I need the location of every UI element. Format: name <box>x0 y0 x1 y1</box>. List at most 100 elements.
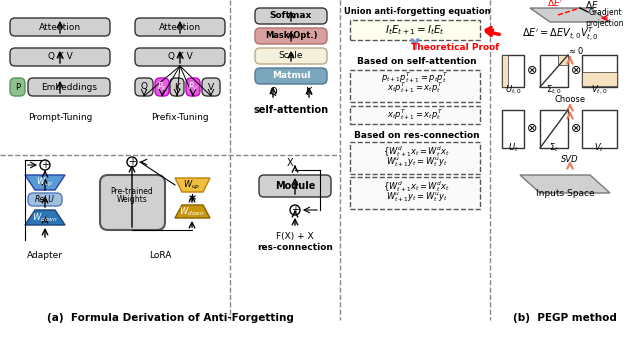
FancyBboxPatch shape <box>135 18 225 36</box>
FancyBboxPatch shape <box>100 175 165 230</box>
Text: Attention: Attention <box>159 23 201 31</box>
Polygon shape <box>175 178 210 192</box>
Text: Gradient
projection: Gradient projection <box>586 8 624 28</box>
Text: $\Sigma_{t,0}$: $\Sigma_{t,0}$ <box>546 84 562 96</box>
Text: res-connection: res-connection <box>257 242 333 251</box>
FancyBboxPatch shape <box>135 48 225 66</box>
Text: $\{ W_{t+1}^d x_t = W_t^d x_t$: $\{ W_{t+1}^d x_t = W_t^d x_t$ <box>383 145 451 160</box>
FancyBboxPatch shape <box>255 68 327 84</box>
Text: $\otimes$: $\otimes$ <box>570 121 582 135</box>
Bar <box>350 20 480 40</box>
Text: Mask(Opt.): Mask(Opt.) <box>265 31 317 41</box>
Text: $P_V$: $P_V$ <box>188 81 198 93</box>
Text: V: V <box>208 82 214 92</box>
FancyBboxPatch shape <box>259 175 331 197</box>
Text: Based on self-attention: Based on self-attention <box>357 57 477 67</box>
Text: F(X) + X: F(X) + X <box>276 233 314 241</box>
Text: Q K V: Q K V <box>168 52 193 62</box>
Text: Based on res-connection: Based on res-connection <box>354 130 480 140</box>
Bar <box>350 106 480 124</box>
Bar <box>582 55 617 87</box>
Text: Pre-trained: Pre-trained <box>111 188 154 196</box>
Text: X: X <box>287 158 293 168</box>
Text: Q: Q <box>141 82 147 92</box>
Text: Softmax: Softmax <box>270 11 312 21</box>
Circle shape <box>40 160 50 170</box>
Polygon shape <box>25 210 65 225</box>
Text: $\Sigma_t$: $\Sigma_t$ <box>549 142 559 154</box>
Text: $W_{down}$: $W_{down}$ <box>32 211 58 224</box>
Text: (b)  PEGP method: (b) PEGP method <box>513 313 617 323</box>
Text: +: + <box>128 157 136 167</box>
Circle shape <box>127 157 137 167</box>
Bar <box>582 110 617 148</box>
Text: Q K V: Q K V <box>47 52 72 62</box>
Polygon shape <box>175 205 210 218</box>
Text: Embeddings: Embeddings <box>41 82 97 92</box>
Text: Prompt-Tuning: Prompt-Tuning <box>28 114 92 122</box>
Polygon shape <box>520 175 610 193</box>
Text: $\otimes$: $\otimes$ <box>570 64 582 76</box>
FancyBboxPatch shape <box>10 48 110 66</box>
Bar <box>502 55 508 87</box>
Text: $\approx 0$: $\approx 0$ <box>566 45 584 55</box>
Bar <box>540 110 568 148</box>
Text: $\Delta E' = \Delta E V_{t,0} V_{t,0}^T$: $\Delta E' = \Delta E V_{t,0} V_{t,0}^T$ <box>522 26 598 44</box>
Polygon shape <box>530 8 610 22</box>
FancyBboxPatch shape <box>255 8 327 24</box>
FancyBboxPatch shape <box>186 78 200 96</box>
Text: SVD: SVD <box>561 155 579 165</box>
Text: $V_t$: $V_t$ <box>594 142 604 154</box>
Text: LoRA: LoRA <box>149 250 171 260</box>
Text: K: K <box>174 82 180 92</box>
Text: $x_t p_{t+1}^T = x_t p_t^T$: $x_t p_{t+1}^T = x_t p_t^T$ <box>387 107 443 122</box>
Text: Q: Q <box>269 87 277 97</box>
Text: $W_{t+1}^u y_t = W_t^u y_t$: $W_{t+1}^u y_t = W_t^u y_t$ <box>386 155 448 169</box>
Text: $W_{up}$: $W_{up}$ <box>36 175 54 189</box>
Text: $x_t p_{t+1}^T = x_t p_t^T$: $x_t p_{t+1}^T = x_t p_t^T$ <box>387 80 443 95</box>
Text: P: P <box>15 82 20 92</box>
Text: self-attention: self-attention <box>253 105 328 115</box>
FancyBboxPatch shape <box>10 78 25 96</box>
Bar <box>350 142 480 174</box>
Bar <box>350 177 480 209</box>
Bar <box>502 110 524 148</box>
FancyBboxPatch shape <box>28 78 110 96</box>
Text: $\otimes$: $\otimes$ <box>526 121 538 135</box>
Text: *: * <box>188 193 196 207</box>
Text: (a)  Formula Derivation of Anti-Forgetting: (a) Formula Derivation of Anti-Forgettin… <box>47 313 293 323</box>
Text: $W_{t+1}^u y_t = W_t^u y_t$: $W_{t+1}^u y_t = W_t^u y_t$ <box>386 190 448 204</box>
Text: Union anti-forgetting equation: Union anti-forgetting equation <box>344 7 490 17</box>
Text: $P_K$: $P_K$ <box>157 81 167 93</box>
Bar <box>350 70 480 102</box>
Text: +: + <box>291 205 299 215</box>
Text: $\{ W_{t+1}^d x_t = W_t^d x_t$: $\{ W_{t+1}^d x_t = W_t^d x_t$ <box>383 179 451 194</box>
FancyBboxPatch shape <box>255 48 327 64</box>
FancyBboxPatch shape <box>202 78 220 96</box>
Text: Prefix-Tuning: Prefix-Tuning <box>151 114 209 122</box>
Text: $\Delta E$: $\Delta E$ <box>585 0 599 10</box>
FancyBboxPatch shape <box>255 28 327 44</box>
Text: +: + <box>41 160 49 170</box>
FancyBboxPatch shape <box>170 78 184 96</box>
Text: Attention: Attention <box>39 23 81 31</box>
Text: Choose: Choose <box>554 96 586 104</box>
FancyBboxPatch shape <box>135 78 153 96</box>
Text: Inputs Space: Inputs Space <box>536 189 595 197</box>
Text: Weights: Weights <box>116 195 147 204</box>
Text: ReLU: ReLU <box>35 195 55 204</box>
Circle shape <box>290 205 300 215</box>
Bar <box>582 72 617 86</box>
Text: Theoretical Proof: Theoretical Proof <box>411 44 499 52</box>
FancyBboxPatch shape <box>155 78 169 96</box>
Polygon shape <box>25 175 65 190</box>
Text: Adapter: Adapter <box>27 250 63 260</box>
Text: Module: Module <box>275 181 315 191</box>
Text: K: K <box>306 87 312 97</box>
FancyBboxPatch shape <box>10 18 110 36</box>
Text: $p_{t+1}p_{t+1}^T = p_t p_t^T$: $p_{t+1}p_{t+1}^T = p_t p_t^T$ <box>381 71 449 86</box>
Bar <box>558 55 568 65</box>
Text: $\otimes$: $\otimes$ <box>526 64 538 76</box>
Text: Matmul: Matmul <box>272 72 310 80</box>
Text: $V_{t,0}$: $V_{t,0}$ <box>591 84 607 96</box>
